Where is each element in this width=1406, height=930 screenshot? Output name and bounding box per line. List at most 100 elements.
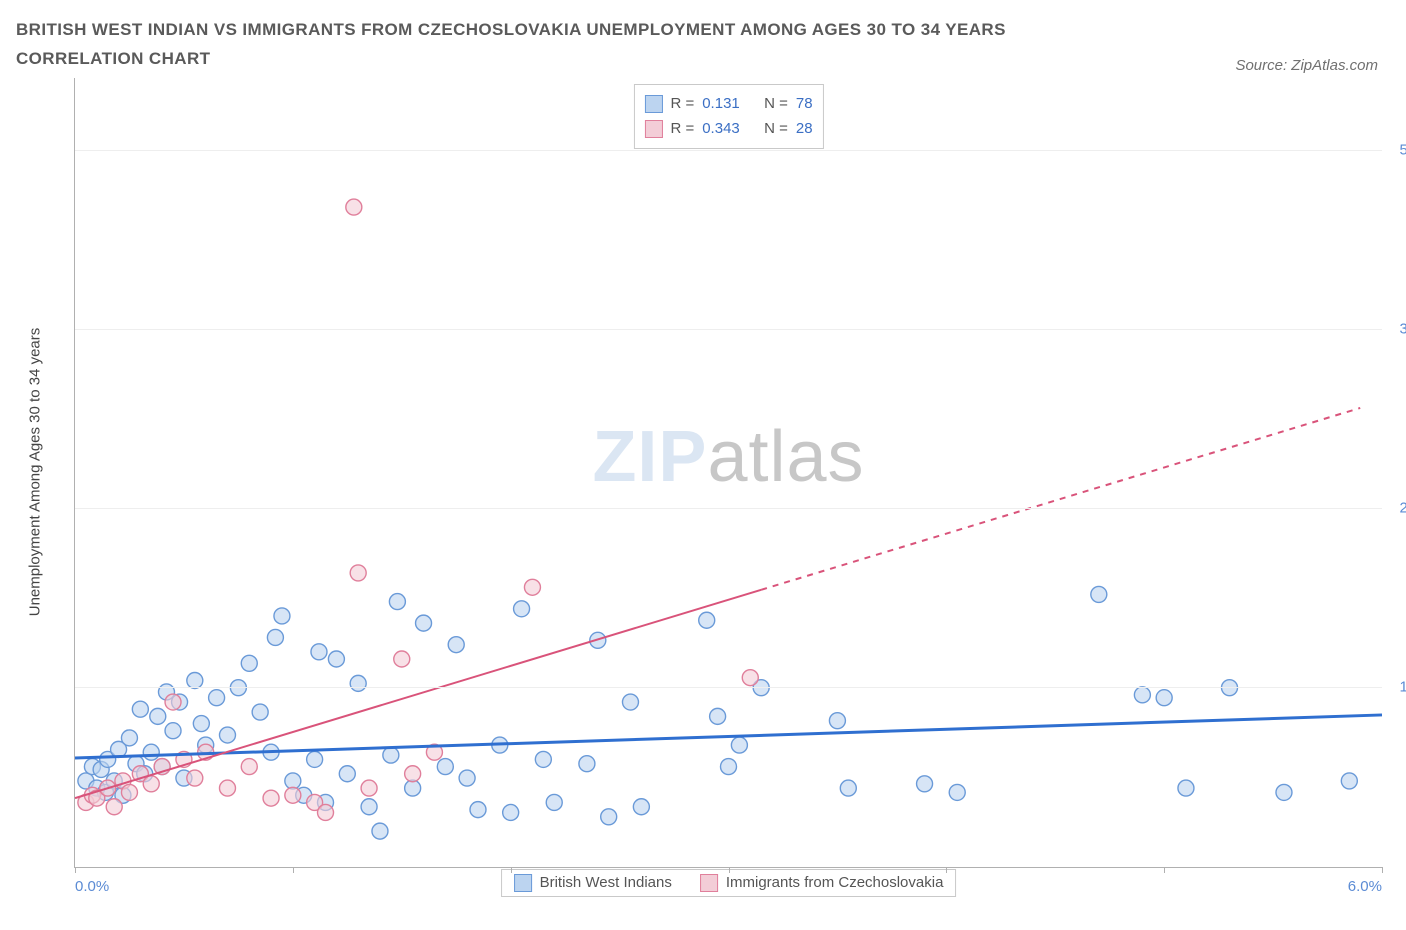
scatter-point (721, 758, 737, 774)
scatter-point (917, 776, 933, 792)
scatter-point (949, 784, 965, 800)
x-tick-label: 0.0% (75, 878, 109, 895)
stat-n-label: N = (764, 116, 788, 142)
scatter-point (601, 809, 617, 825)
x-tick-label: 6.0% (1348, 878, 1382, 895)
scatter-point (524, 579, 540, 595)
scatter-point (187, 770, 203, 786)
scatter-point (389, 593, 405, 609)
scatter-point (143, 744, 159, 760)
plot-area: Unemployment Among Ages 30 to 34 years Z… (74, 78, 1382, 868)
scatter-point (448, 636, 464, 652)
scatter-point (1276, 784, 1292, 800)
scatter-point (622, 694, 638, 710)
scatter-point (579, 755, 595, 771)
gridline (75, 150, 1382, 151)
legend-label: Immigrants from Czechoslovakia (726, 874, 944, 891)
gridline (75, 508, 1382, 509)
x-tick (511, 867, 512, 873)
legend-item: British West Indians (514, 874, 672, 892)
scatter-point (274, 608, 290, 624)
stats-row: R = 0.343 N = 28 (644, 116, 812, 142)
stat-r-label: R = (670, 116, 694, 142)
y-tick-label: 12.5% (1399, 679, 1406, 696)
scatter-point (339, 766, 355, 782)
scatter-point (405, 766, 421, 782)
scatter-point (132, 701, 148, 717)
scatter-point (633, 799, 649, 815)
scatter-point (219, 780, 235, 796)
scatter-point (285, 773, 301, 789)
x-tick (946, 867, 947, 873)
legend: British West Indians Immigrants from Czec… (501, 869, 957, 897)
x-tick (293, 867, 294, 873)
legend-swatch (514, 874, 532, 892)
scatter-point (267, 629, 283, 645)
scatter-point (318, 804, 334, 820)
scatter-point (829, 712, 845, 728)
stat-n-label: N = (764, 91, 788, 117)
scatter-point (1341, 773, 1357, 789)
source-credit: Source: ZipAtlas.com (1235, 57, 1390, 74)
legend-swatch (700, 874, 718, 892)
trend-line (75, 715, 1382, 758)
gridline (75, 687, 1382, 688)
scatter-point (840, 780, 856, 796)
scatter-point (1134, 687, 1150, 703)
x-tick (729, 867, 730, 873)
scatter-point (1091, 586, 1107, 602)
scatter-point (710, 708, 726, 724)
scatter-point (503, 804, 519, 820)
stat-r-label: R = (670, 91, 694, 117)
stats-row: R = 0.131 N = 78 (644, 91, 812, 117)
scatter-point (187, 672, 203, 688)
scatter-point (361, 780, 377, 796)
scatter-point (307, 751, 323, 767)
scatter-point (241, 758, 257, 774)
stats-box: R = 0.131 N = 78 R = 0.343 N = 28 (633, 84, 823, 149)
scatter-point (437, 758, 453, 774)
scatter-point (372, 823, 388, 839)
stat-r-value: 0.343 (702, 116, 740, 142)
stat-r-value: 0.131 (702, 91, 740, 117)
y-tick-label: 37.5% (1399, 320, 1406, 337)
scatter-point (383, 747, 399, 763)
scatter-point (731, 737, 747, 753)
scatter-point (165, 694, 181, 710)
trend-line-dashed (761, 408, 1360, 590)
legend-swatch (644, 95, 662, 113)
plot-svg (75, 78, 1382, 867)
x-tick (1164, 867, 1165, 873)
scatter-point (1156, 690, 1172, 706)
scatter-point (328, 651, 344, 667)
scatter-point (459, 770, 475, 786)
scatter-point (165, 722, 181, 738)
x-tick (1382, 867, 1383, 873)
scatter-point (1178, 780, 1194, 796)
scatter-point (350, 675, 366, 691)
scatter-point (311, 644, 327, 660)
scatter-point (219, 727, 235, 743)
scatter-point (514, 601, 530, 617)
scatter-point (699, 612, 715, 628)
scatter-point (346, 199, 362, 215)
scatter-point (121, 784, 137, 800)
scatter-point (150, 708, 166, 724)
scatter-point (361, 799, 377, 815)
stat-n-value: 28 (796, 116, 813, 142)
scatter-point (143, 776, 159, 792)
stat-n-value: 78 (796, 91, 813, 117)
chart-title: BRITISH WEST INDIAN VS IMMIGRANTS FROM C… (16, 16, 1136, 74)
header: BRITISH WEST INDIAN VS IMMIGRANTS FROM C… (16, 16, 1390, 74)
scatter-point (121, 730, 137, 746)
scatter-point (106, 799, 122, 815)
y-tick-label: 25.0% (1399, 500, 1406, 517)
x-tick (75, 867, 76, 873)
legend-label: British West Indians (540, 874, 672, 891)
scatter-point (394, 651, 410, 667)
scatter-point (470, 801, 486, 817)
y-tick-label: 50.0% (1399, 141, 1406, 158)
scatter-point (209, 690, 225, 706)
scatter-point (350, 565, 366, 581)
scatter-point (546, 794, 562, 810)
